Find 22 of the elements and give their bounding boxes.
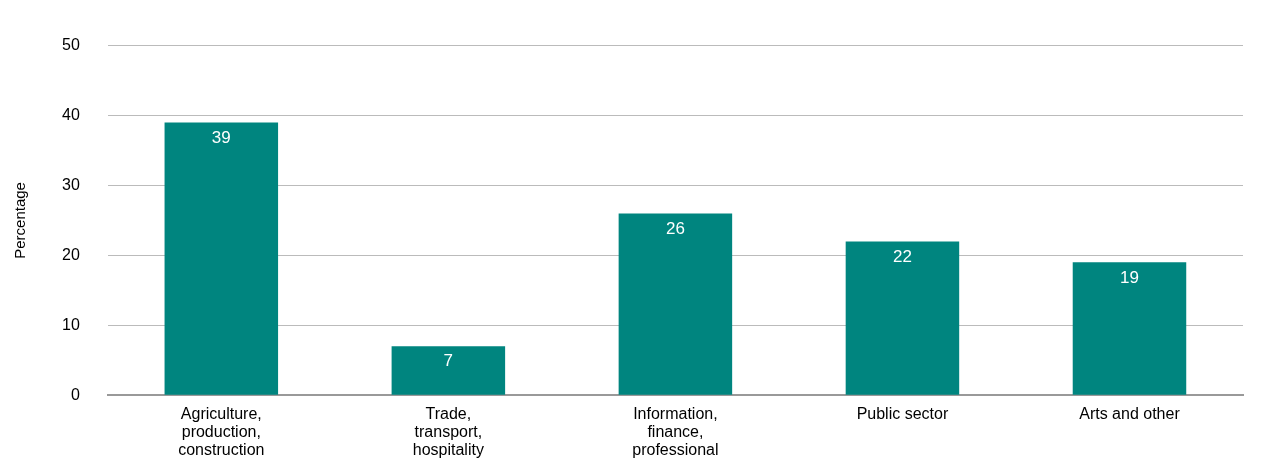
bar bbox=[164, 122, 279, 395]
x-tick-label: Public sector bbox=[856, 405, 949, 423]
data-label: 39 bbox=[211, 127, 231, 147]
x-tick-label: Information, finance, professional bbox=[632, 405, 719, 458]
data-label: 19 bbox=[1120, 267, 1139, 287]
bar bbox=[618, 213, 733, 395]
y-tick-label: 20 bbox=[62, 245, 80, 263]
data-label: 26 bbox=[665, 218, 685, 238]
y-tick-label: 50 bbox=[62, 36, 80, 54]
y-tick-label: 0 bbox=[70, 385, 80, 403]
y-axis-title: Percentage bbox=[11, 182, 29, 259]
bar bbox=[1072, 262, 1187, 395]
x-tick-label: Trade, transport, hospitality bbox=[412, 405, 484, 458]
y-tick-label: 10 bbox=[62, 315, 80, 333]
x-tick-label: Agriculture, production, construction bbox=[178, 405, 265, 458]
data-label: 22 bbox=[892, 246, 912, 266]
bar bbox=[845, 241, 960, 395]
data-label: 7 bbox=[443, 351, 454, 371]
y-tick-label: 40 bbox=[62, 105, 80, 123]
x-tick-label: Arts and other bbox=[1079, 405, 1181, 423]
bar bbox=[391, 346, 506, 395]
y-tick-label: 30 bbox=[62, 175, 80, 193]
